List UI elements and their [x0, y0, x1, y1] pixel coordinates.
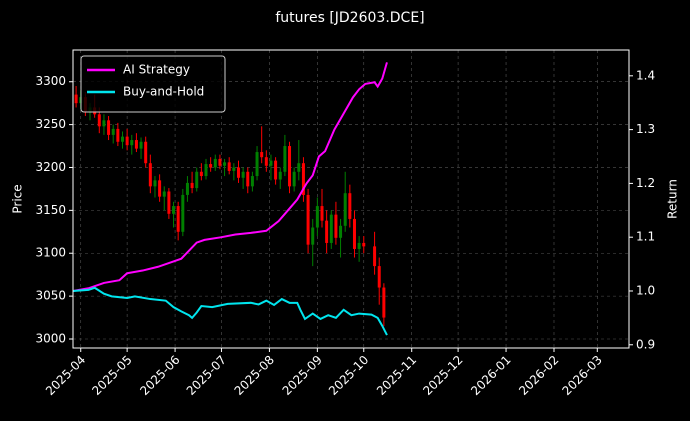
candle-body [74, 94, 78, 104]
candle-body [357, 242, 361, 249]
x-tick-label: 2025-08 [232, 353, 277, 398]
legend-label: AI Strategy [123, 63, 190, 77]
y2-tick-label: 1.3 [636, 122, 655, 136]
y-tick-label: 3200 [35, 160, 66, 174]
candle-body [167, 191, 171, 214]
candle-body [241, 171, 245, 178]
candle-body [195, 171, 199, 189]
candle-body [153, 180, 157, 187]
y2-tick-label: 0.9 [636, 337, 655, 351]
candle-body [311, 227, 315, 245]
chart-title: futures [JD2603.DCE] [275, 10, 424, 26]
candle-body [377, 266, 381, 288]
candle-body [204, 164, 208, 177]
candle-body [162, 191, 166, 197]
candle-body [185, 182, 189, 195]
candle-body [288, 146, 292, 187]
candle-body [130, 140, 134, 146]
x-tick-label: 2025-04 [43, 353, 88, 398]
y-tick-label: 3150 [35, 203, 66, 217]
candle-body [102, 120, 106, 127]
candle-body [97, 114, 101, 127]
candle-body [373, 246, 377, 267]
y-tick-label: 3250 [35, 117, 66, 131]
candle-body [306, 194, 310, 245]
candle-body [274, 160, 278, 180]
candle-body [339, 225, 343, 238]
candle-body [250, 176, 254, 187]
candle-body [232, 167, 236, 171]
candle-body [134, 140, 138, 149]
candle-body [148, 163, 152, 187]
candle-body [116, 128, 120, 142]
candle-body [199, 171, 203, 177]
candle-body [362, 242, 366, 247]
x-tick-label: 2026-01 [468, 353, 513, 398]
y-tick-label: 3000 [35, 331, 66, 345]
candle-body [382, 287, 386, 318]
candle-body [236, 167, 240, 178]
candle-body [315, 206, 319, 228]
x-tick-label: 2026-03 [560, 353, 605, 398]
candle-body [329, 214, 333, 243]
candle-body [181, 194, 185, 232]
candle-body [139, 141, 143, 149]
x-tick-label: 2025-06 [137, 353, 182, 398]
x-tick-label: 2025-05 [89, 353, 134, 398]
y-tick-label: 3100 [35, 246, 66, 260]
candle-body [334, 214, 338, 238]
y2-axis-label: Return [666, 179, 680, 219]
candle-body [172, 206, 176, 214]
x-tick-label: 2025-11 [374, 353, 419, 398]
legend-box [80, 55, 226, 113]
candle-body [292, 171, 296, 187]
candle-body [223, 162, 227, 166]
candle-body [107, 120, 111, 135]
x-tick-label: 2026-02 [516, 353, 561, 398]
candle-body [209, 164, 213, 168]
candle-body [111, 128, 115, 135]
candle-body [158, 180, 162, 197]
x-tick-label: 2025-09 [280, 353, 325, 398]
candle-body [301, 163, 305, 195]
candle-body [325, 220, 329, 243]
x-tick-label: 2025-07 [184, 353, 229, 398]
legend-label: Buy-and-Hold [123, 85, 204, 99]
candle-body [269, 160, 273, 166]
candle-body [320, 206, 324, 221]
candle-body [352, 218, 356, 249]
candle-body [255, 152, 259, 177]
return-line [72, 62, 388, 292]
candle-body [176, 206, 180, 232]
candle-body [120, 136, 124, 142]
y2-tick-label: 1.1 [636, 230, 655, 244]
y-tick-label: 3300 [35, 74, 66, 88]
y2-tick-label: 1.0 [636, 283, 655, 297]
plot-frame [72, 49, 630, 349]
candle-body [278, 171, 282, 180]
candle-body [218, 158, 222, 166]
candle-body [144, 141, 148, 164]
y-tick-label: 3050 [35, 289, 66, 303]
candle-body [246, 171, 250, 187]
y2-tick-label: 1.2 [636, 176, 655, 190]
y2-tick-label: 1.4 [636, 68, 655, 82]
x-tick-label: 2025-12 [420, 353, 465, 398]
x-tick-label: 2025-10 [326, 353, 371, 398]
candle-body [213, 158, 217, 168]
return-line [72, 286, 388, 336]
candle-body [190, 182, 194, 189]
y-axis-label: Price [11, 184, 25, 213]
candle-body [125, 136, 129, 146]
candle-body [297, 163, 301, 172]
candle-body [264, 157, 268, 166]
candle-body [283, 146, 287, 172]
candle-body [227, 162, 231, 171]
candle-body [343, 193, 347, 226]
candle-body [260, 152, 264, 158]
candle-body [348, 193, 352, 219]
